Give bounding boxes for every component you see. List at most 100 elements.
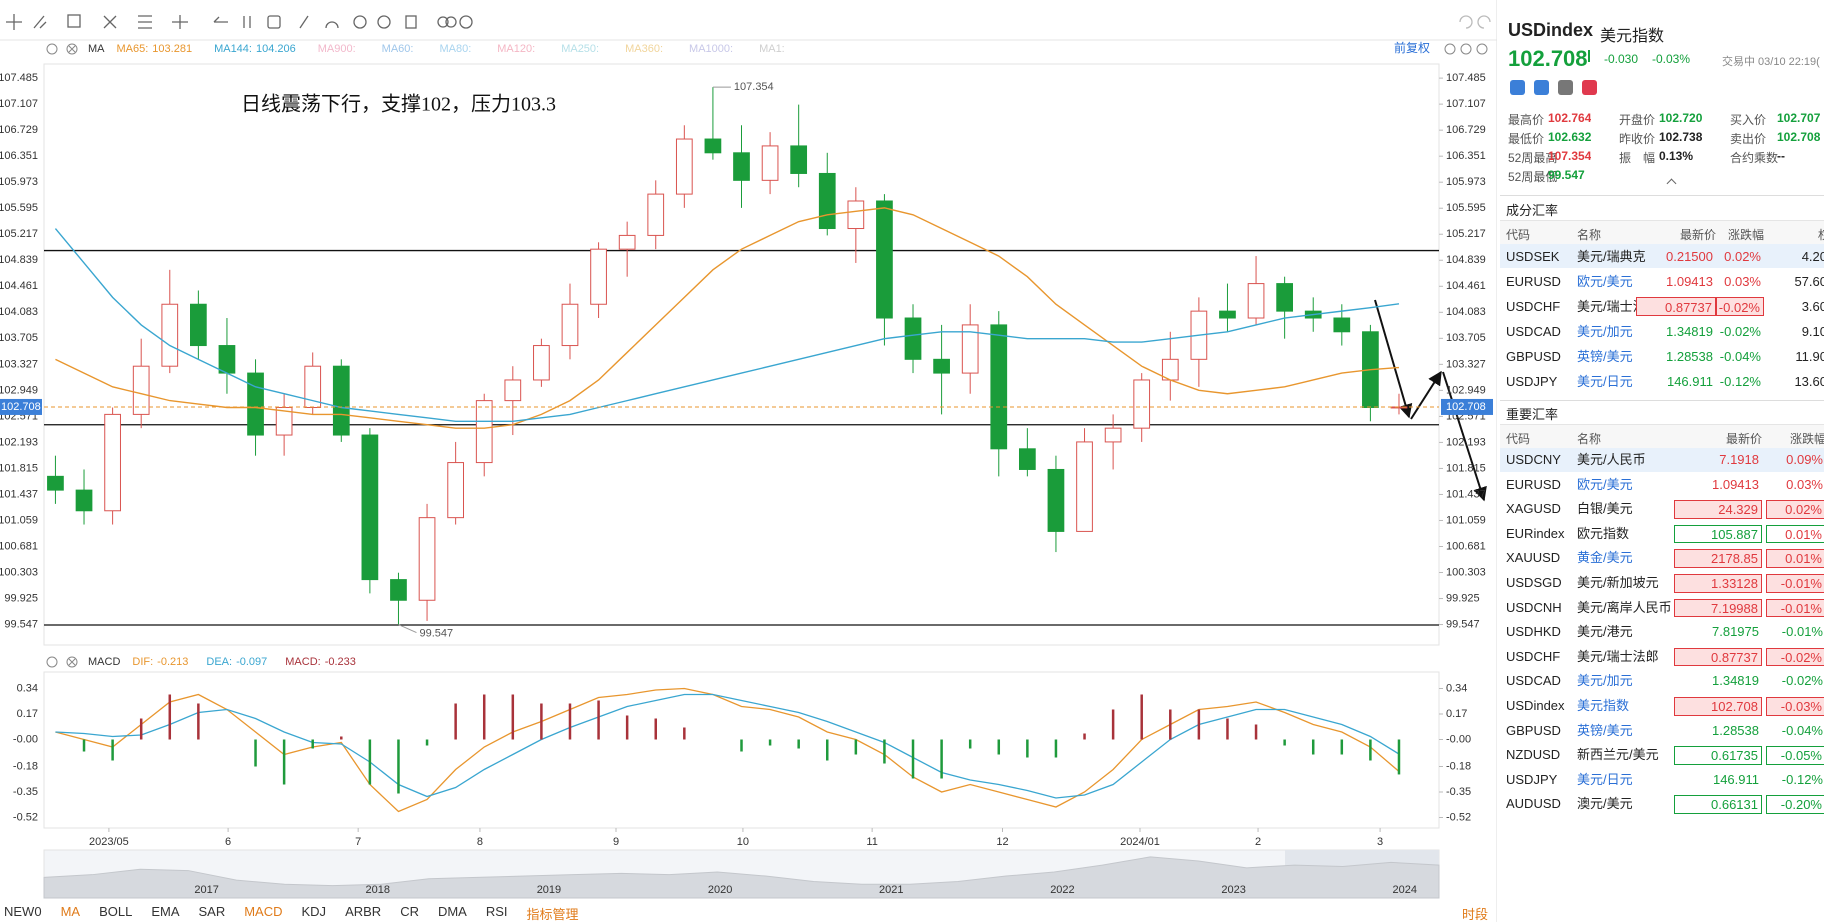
cell-name[interactable]: 英镑/美元 (1577, 722, 1633, 738)
legend-icons[interactable] (46, 43, 1488, 668)
cell-code[interactable]: USDHKD (1506, 624, 1561, 640)
legend-inactive: MA900: (318, 43, 356, 55)
cell-name[interactable]: 美元/加元 (1577, 324, 1633, 339)
change-pct: -0.03% (1652, 52, 1691, 66)
cell-name[interactable]: 美元/日元 (1577, 771, 1633, 787)
candle-body (504, 379, 522, 402)
cell-change: -0.12% (1781, 771, 1823, 787)
cell-code[interactable]: USDindex (1506, 698, 1565, 713)
y-tick-label-right: 99.547 (1446, 618, 1480, 630)
indicator-tab[interactable]: NEW0 (4, 904, 42, 919)
table-header: 涨跌幅 (1789, 432, 1824, 446)
indicator-tab[interactable]: CR (400, 904, 419, 919)
macd-line (55, 687, 1400, 813)
indicator-tab[interactable]: MA (60, 904, 81, 919)
cell-name[interactable]: 美元/瑞士法 (1577, 299, 1646, 314)
status: 交易中 03/10 22:19( (1722, 56, 1820, 68)
cell-code[interactable]: USDCNY (1506, 452, 1561, 467)
cell-change: -0.02% (1716, 297, 1764, 316)
cell-code[interactable]: GBPUSD (1506, 349, 1561, 364)
cell-name[interactable]: 欧元/美元 (1577, 476, 1633, 492)
cell-name[interactable]: 美元/港元 (1577, 624, 1633, 640)
candle-body (961, 324, 979, 374)
icon[interactable] (1510, 80, 1525, 95)
legend-value: -0.097 (236, 656, 267, 668)
section-title: 重要汇率 (1506, 407, 1559, 422)
y-tick-label-left: 99.925 (4, 592, 38, 604)
indicator-tab[interactable]: DMA (437, 904, 467, 919)
cell-code[interactable]: EURUSD (1506, 476, 1561, 492)
cell-code[interactable]: GBPUSD (1506, 722, 1561, 738)
cell-code[interactable]: USDCAD (1506, 673, 1561, 689)
indicator-tab[interactable]: ARBR (345, 904, 382, 919)
indicator-tab[interactable]: BOLL (99, 904, 133, 919)
cell-code[interactable]: XAUUSD (1506, 550, 1561, 566)
indicator-tab[interactable]: SAR (198, 904, 226, 919)
adjust-button[interactable]: 前复权 (1394, 40, 1430, 55)
legend-inactive: MA120: (497, 43, 535, 55)
y-tick-label-right: 104.839 (1446, 254, 1486, 266)
plot-group (55, 687, 1401, 813)
cell-name[interactable]: 欧元/美元 (1577, 274, 1633, 289)
cell-name[interactable]: 欧元指数 (1577, 525, 1630, 541)
cell-name[interactable]: 美元/日元 (1577, 374, 1633, 389)
cell-code[interactable]: USDCNH (1506, 599, 1562, 615)
y-tick-label-right: -0.00 (1446, 733, 1471, 745)
candle-body (590, 248, 607, 305)
cell-name[interactable]: 美元/人民币 (1577, 452, 1646, 467)
y-tick-label-left: 100.681 (0, 540, 38, 552)
stat-value: 99.547 (1548, 168, 1585, 182)
icon[interactable] (1534, 80, 1549, 95)
indicator-tab[interactable]: KDJ (301, 904, 327, 919)
cell-name[interactable]: 美元指数 (1577, 698, 1630, 713)
cell-name[interactable]: 新西兰元/美元 (1577, 747, 1659, 763)
last-price: 102.708 (1508, 46, 1588, 71)
down-arrow (1588, 50, 1598, 62)
cell-name[interactable]: 美元/加元 (1577, 673, 1633, 689)
indicator-tab[interactable]: EMA (151, 904, 180, 919)
indicator-tab[interactable]: 指标管理 (526, 907, 579, 922)
cell-code[interactable]: EURUSD (1506, 274, 1561, 289)
cell-code[interactable]: USDSEK (1506, 249, 1560, 264)
indicator-tab[interactable]: RSI (485, 904, 508, 919)
stat-label: 振 幅 (1619, 151, 1656, 165)
cell-code[interactable]: XAGUSD (1506, 501, 1561, 517)
cell-change: 0.09% (1786, 452, 1823, 467)
overview-year: 2020 (708, 884, 732, 896)
cell-change: -0.03% (1766, 697, 1824, 716)
cell-name[interactable]: 黄金/美元 (1577, 550, 1633, 566)
y-tick-label-left: 101.815 (0, 462, 38, 474)
cell-name[interactable]: 白银/美元 (1577, 501, 1633, 517)
overview-year: 2024 (1393, 884, 1417, 896)
candle-body (190, 303, 207, 347)
cell-name[interactable]: 英镑/美元 (1577, 349, 1633, 364)
indicator-tabs: NEW0 MA BOLL EMA SAR MACD KDJ ARBR CR DMA RSI 指标管理 (4, 904, 1494, 922)
cell-name[interactable]: 美元/瑞典克 (1577, 249, 1646, 264)
overview-year: 2022 (1050, 884, 1074, 896)
cell-code[interactable]: USDCAD (1506, 324, 1561, 339)
candle-body (1219, 310, 1236, 319)
cell-code[interactable]: USDCHF (1506, 299, 1561, 314)
cell-code[interactable]: AUDUSD (1506, 796, 1561, 812)
icon[interactable] (1558, 80, 1573, 95)
cell-code[interactable]: USDCHF (1506, 648, 1561, 664)
legend-name: MA144: (214, 43, 252, 55)
candle-body (304, 365, 322, 409)
cell-code[interactable]: USDSGD (1506, 575, 1562, 590)
cell-name[interactable]: 美元/瑞士法郎 (1577, 648, 1659, 664)
cell-name[interactable]: 美元/离岸人民币 (1577, 599, 1672, 615)
cell-code[interactable]: NZDUSD (1506, 747, 1561, 763)
cell-code[interactable]: USDJPY (1506, 374, 1558, 389)
toolbar-icons[interactable] (6, 14, 1491, 30)
indicator-tab[interactable]: MACD (244, 904, 283, 919)
x-tick-label: 6 (225, 836, 231, 848)
cell-code[interactable]: EURindex (1506, 525, 1565, 541)
period-tab[interactable]: 时段 (1462, 907, 1489, 922)
cell-name[interactable]: 美元/新加坡元 (1577, 575, 1659, 590)
cell-code[interactable]: USDJPY (1506, 771, 1558, 787)
icon[interactable] (1582, 80, 1597, 95)
collapse[interactable] (1666, 178, 1677, 189)
cell-name[interactable]: 澳元/美元 (1577, 796, 1633, 812)
candle-body (561, 303, 579, 347)
